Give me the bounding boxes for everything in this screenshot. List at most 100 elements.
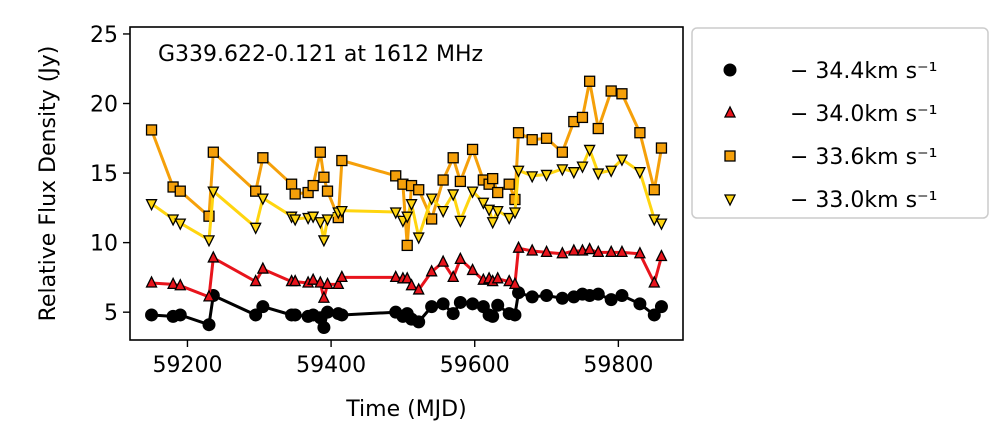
legend-label: − 33.6km s⁻¹	[790, 145, 937, 170]
data-point	[145, 275, 158, 288]
data-point	[525, 290, 539, 304]
data-point	[167, 276, 180, 290]
data-point	[321, 185, 334, 197]
data-point	[447, 152, 459, 164]
data-point	[592, 168, 605, 181]
legend-marker	[723, 105, 737, 118]
data-point	[401, 239, 413, 252]
data-point	[526, 243, 539, 256]
data-point	[314, 217, 327, 230]
series-4	[145, 144, 668, 248]
data-point	[289, 188, 301, 200]
data-point	[592, 244, 605, 258]
data-point	[289, 274, 302, 287]
data-point	[512, 165, 525, 178]
data-point	[487, 172, 499, 185]
data-point	[605, 85, 617, 97]
data-point	[454, 215, 467, 228]
data-point	[321, 276, 334, 290]
legend: − 34.4km s⁻¹ − 34.0km s⁻¹ − 33.6km s⁻¹ − 33…	[691, 27, 989, 219]
data-point	[633, 167, 646, 180]
data-point	[321, 214, 334, 227]
data-point	[317, 235, 330, 248]
data-point	[436, 297, 450, 311]
y-axis: 5 10 15 20 25	[90, 23, 130, 326]
data-point	[491, 298, 505, 312]
data-point	[389, 269, 402, 283]
data-point	[605, 244, 618, 258]
data-point	[317, 320, 331, 334]
data-point	[466, 262, 479, 276]
data-point	[576, 161, 589, 174]
data-point	[512, 127, 525, 139]
legend-label: − 33.0km s⁻¹	[790, 188, 937, 213]
data-point	[567, 167, 580, 180]
legend-marker	[723, 194, 737, 207]
x-axis-label: Time (MJD)	[345, 397, 466, 422]
x-tick-label: 59400	[296, 353, 366, 378]
data-point	[605, 165, 618, 178]
data-point	[203, 210, 215, 222]
data-point	[412, 282, 425, 295]
data-point	[332, 276, 345, 290]
data-point	[174, 278, 187, 291]
data-point	[145, 308, 159, 322]
data-point	[567, 243, 580, 256]
data-point	[655, 142, 668, 154]
data-point	[335, 269, 348, 283]
data-point	[483, 204, 496, 217]
data-point	[454, 251, 467, 264]
data-point	[285, 178, 298, 190]
data-point	[412, 315, 426, 329]
data-point	[555, 291, 569, 305]
data-point	[437, 254, 450, 267]
data-point	[425, 264, 438, 277]
data-point	[576, 111, 589, 124]
data-point	[288, 308, 302, 322]
plot-frame	[129, 26, 684, 341]
data-point	[145, 199, 158, 212]
x-axis: 59200 59400 59600 59800	[152, 340, 653, 378]
series-2	[145, 240, 668, 303]
data-point	[321, 305, 334, 319]
data-point	[591, 287, 605, 301]
data-point	[405, 199, 418, 212]
data-point	[466, 297, 480, 311]
data-point	[486, 309, 500, 323]
data-point	[592, 122, 604, 135]
data-point	[425, 213, 438, 225]
x-tick-label: 59600	[440, 353, 510, 378]
data-point	[466, 143, 479, 156]
data-point	[486, 217, 499, 230]
data-point	[540, 244, 553, 258]
data-point	[207, 250, 220, 263]
data-point	[655, 218, 668, 231]
data-point	[207, 146, 219, 158]
data-point	[634, 127, 646, 139]
data-point	[583, 75, 596, 87]
legend-marker	[723, 63, 737, 77]
data-point	[145, 124, 158, 136]
data-point	[314, 275, 327, 288]
data-point	[447, 269, 460, 283]
data-point	[314, 146, 326, 158]
data-point	[540, 132, 553, 144]
data-point	[317, 290, 330, 303]
data-point	[454, 175, 467, 188]
data-point	[256, 193, 269, 206]
data-point	[249, 222, 262, 235]
data-point	[446, 307, 460, 321]
data-point	[202, 235, 216, 248]
data-point	[425, 193, 438, 206]
data-point	[307, 179, 319, 192]
data-point	[249, 308, 263, 322]
data-point	[256, 300, 270, 314]
data-point	[647, 308, 661, 322]
data-point	[289, 214, 302, 227]
legend-box	[691, 27, 989, 219]
data-point	[250, 185, 262, 197]
x-tick-label: 59800	[583, 353, 653, 378]
data-point	[390, 170, 402, 182]
data-point	[466, 186, 479, 199]
